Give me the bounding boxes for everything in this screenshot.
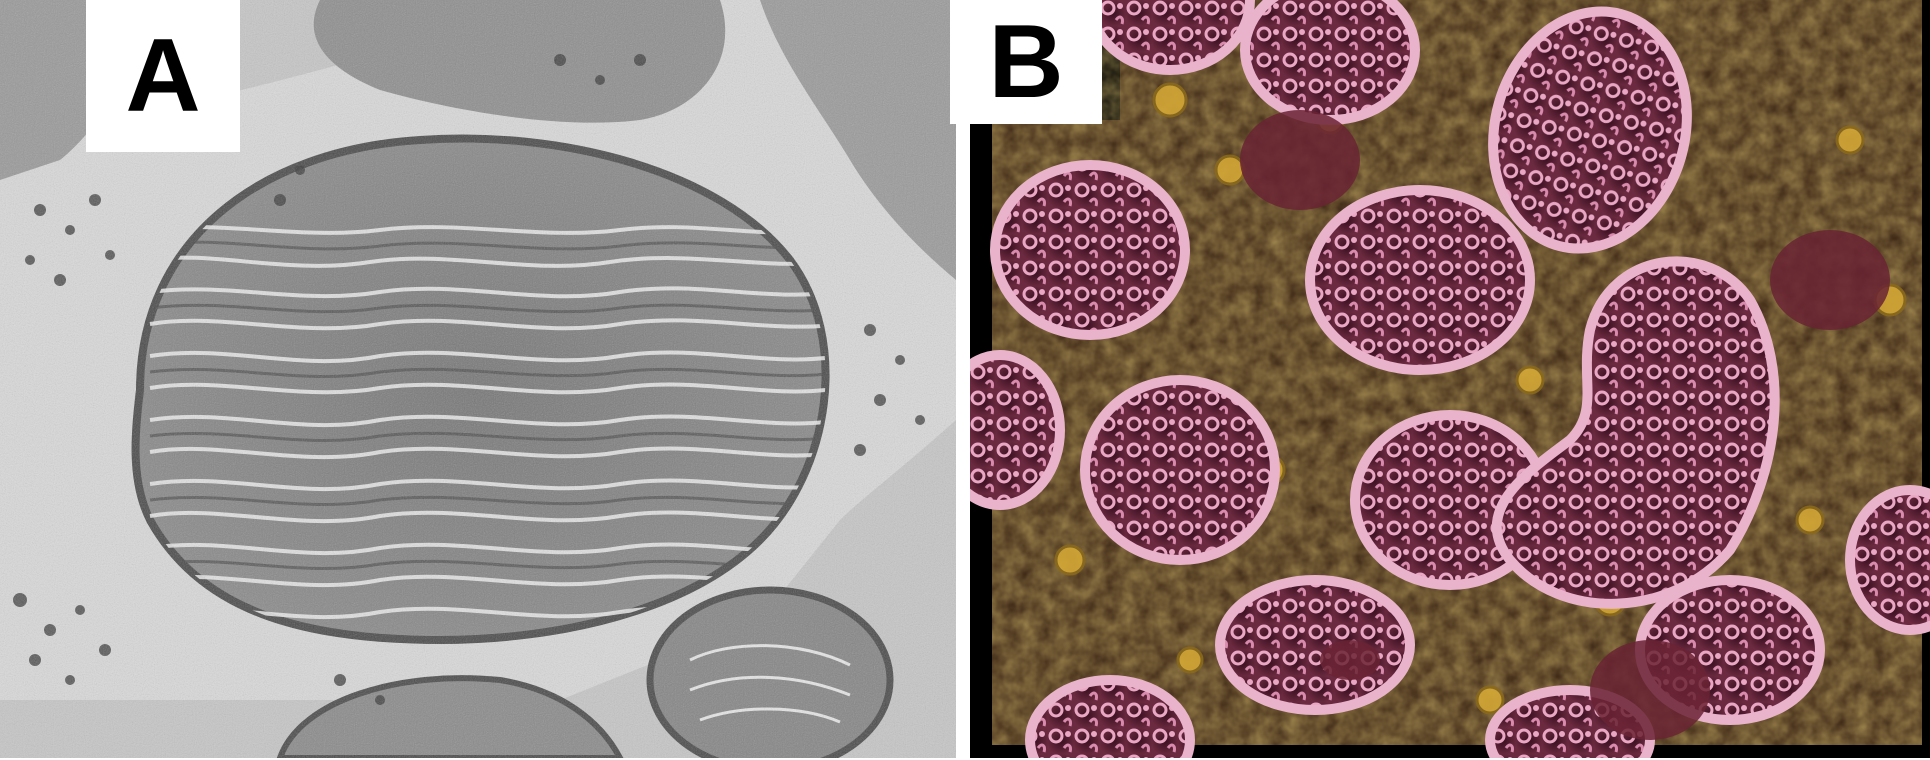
sem-micrograph-image (970, 0, 1930, 758)
panel-a-label: A (125, 18, 201, 134)
sem-micrograph-panel (970, 0, 1930, 758)
panel-b-label: B (988, 4, 1064, 120)
panel-a-label-box: A (86, 0, 240, 152)
panel-b-label-box: B (950, 0, 1102, 124)
